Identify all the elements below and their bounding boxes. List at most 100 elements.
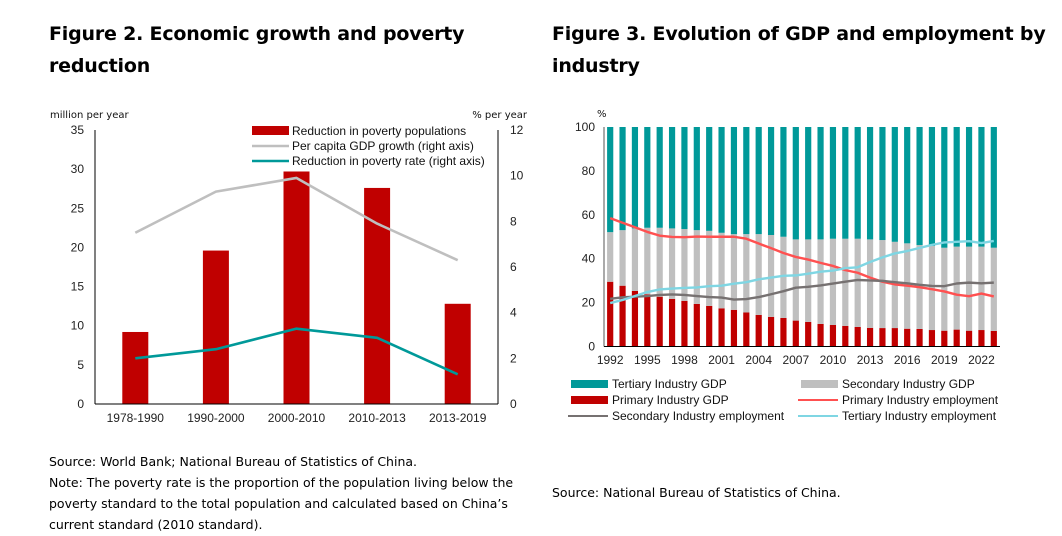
bar-primary-industry-gdp [730,309,738,347]
bar-tertiary-industry-gdp [718,127,725,233]
figure3-title: Figure 3. Evolution of GDP and employmen… [552,23,1046,77]
bar-tertiary-industry-gdp [743,127,750,235]
bar-secondary-industry-gdp [866,239,874,328]
line-tertiary-industry-employment [609,239,995,305]
bar-primary-industry-gdp [644,294,651,347]
bar-secondary-industry-gdp [681,229,688,301]
bar-secondary-industry-gdp [829,238,837,325]
y-axis-tick-label: 20 [582,296,596,310]
bar-primary-industry-gdp [668,298,676,347]
x-axis-tick-label: 1998 [671,353,698,367]
x-axis-tick-label: 1990-2000 [187,411,245,425]
x-axis-tick-label: 2013-2019 [429,411,487,425]
bar-tertiary-industry-gdp [619,127,626,231]
y-axis-tick-label: 80 [582,164,596,178]
bar-tertiary-industry-gdp [953,127,960,247]
bar-primary-industry-gdp [780,317,787,347]
bar-primary-industry-gdp [805,321,812,347]
legend-swatch-reduction-in-poverty-populations [252,126,289,135]
bar-secondary-industry-gdp [854,238,861,327]
bar-tertiary-industry-gdp [817,127,824,240]
y-axis-tick-label: 40 [582,252,596,266]
bar-primary-industry-gdp [817,323,824,347]
x-axis-tick-label: 2019 [931,353,958,367]
bar-tertiary-industry-gdp [866,127,874,240]
bar-tertiary-industry-gdp [668,127,676,229]
bar-primary-industry-gdp [904,328,911,347]
right-axis-unit: % per year [472,110,528,121]
bar-secondary-industry-gdp [668,228,676,299]
bar-secondary-industry-gdp [805,239,812,322]
figure2-title: Figure 2. Economic growth and poverty re… [49,23,465,77]
left-axis-tick-label: 15 [71,280,85,294]
left-axis-tick-label: 10 [71,319,85,333]
legend-swatch-tertiary-industry-gdp [571,380,608,388]
bar-secondary-industry-gdp [730,234,738,310]
bar-tertiary-industry-gdp [842,127,849,239]
legend-swatch-primary-industry-gdp [571,396,608,404]
bar-tertiary-industry-gdp [755,127,762,235]
bar-tertiary-industry-gdp [644,127,651,228]
right-axis-tick-label: 12 [510,123,524,137]
right-axis-tick-label: 2 [510,351,517,365]
bar-secondary-industry-gdp [607,232,614,282]
y-axis-tick-label: 60 [582,208,596,222]
left-axis-tick-label: 0 [77,397,84,411]
bar-tertiary-industry-gdp [916,127,923,246]
bar-tertiary-industry-gdp [928,127,936,246]
bar-tertiary-industry-gdp [780,127,787,237]
bar-primary-industry-gdp [706,305,713,347]
bar-secondary-industry-gdp [656,227,663,297]
bar-secondary-industry-gdp [693,230,700,304]
bar-primary-industry-gdp [743,312,750,347]
x-axis-tick-label: 2013 [857,353,884,367]
bar-tertiary-industry-gdp [978,127,985,247]
bar-secondary-industry-gdp [755,234,762,315]
legend-label: Tertiary Industry employment [842,409,997,423]
bar-secondary-industry-gdp [706,230,713,306]
bar-tertiary-industry-gdp [767,127,775,235]
bar-tertiary-industry-gdp [990,127,997,248]
legend-label: Tertiary Industry GDP [612,377,727,391]
bar-primary-industry-gdp [681,300,688,347]
bar-primary-industry-gdp [965,330,973,347]
bar-tertiary-industry-gdp [631,127,639,229]
bar-tertiary-industry-gdp [829,127,837,239]
bar-secondary-industry-gdp [767,234,775,317]
bar-tertiary-industry-gdp [681,127,688,230]
bar-primary-industry-gdp [866,327,874,347]
bar-primary-industry-gdp [990,330,997,347]
figure2-notes: Source: World Bank; National Bureau of S… [49,451,539,535]
bar-secondary-industry-gdp [879,240,886,329]
bar-primary-industry-gdp [953,329,960,347]
legend-label: Secondary Industry GDP [842,377,975,391]
line-primary-industry-employment [609,216,995,298]
x-axis-tick-label: 2010 [820,353,847,367]
figure2-note: Note: The poverty rate is the proportion… [49,475,514,532]
bar-tertiary-industry-gdp [941,127,948,248]
y-axis-tick-label: 0 [588,340,595,354]
bar-reduction-in-poverty-populations [444,303,471,404]
right-axis-tick-label: 6 [510,260,517,274]
bar-secondary-industry-gdp [631,228,639,291]
bar-primary-industry-gdp [755,314,762,347]
left-axis-tick-label: 35 [71,123,85,137]
x-axis-tick-label: 1992 [597,353,624,367]
figure2-source: Source: World Bank; National Bureau of S… [49,454,417,469]
bar-primary-industry-gdp [631,290,639,347]
bar-secondary-industry-gdp [780,236,787,318]
legend-swatch-secondary-industry-gdp [801,380,838,388]
bar-tertiary-industry-gdp [879,127,886,241]
bar-secondary-industry-gdp [953,246,960,330]
bar-secondary-industry-gdp [965,246,973,331]
bar-primary-industry-gdp [767,316,775,347]
bar-tertiary-industry-gdp [891,127,898,242]
bar-secondary-industry-gdp [941,247,948,331]
bar-tertiary-industry-gdp [656,127,663,228]
legend-label: Per capita GDP growth (right axis) [292,139,474,153]
bar-tertiary-industry-gdp [854,127,861,239]
bar-tertiary-industry-gdp [693,127,700,231]
bar-primary-industry-gdp [854,326,861,347]
x-axis-tick-label: 2022 [968,353,995,367]
